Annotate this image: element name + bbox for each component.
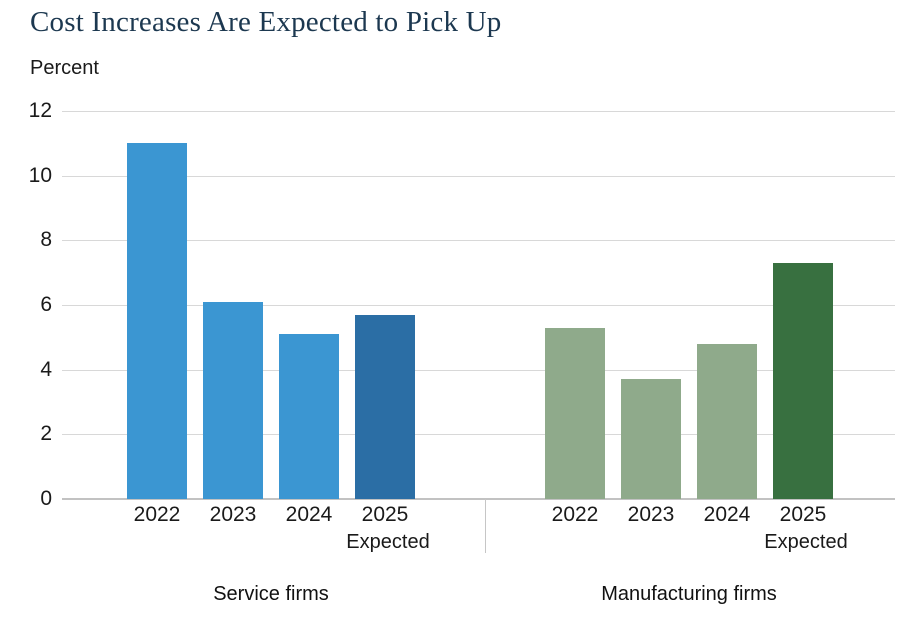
bar-service-2022 <box>127 143 187 499</box>
bar-service-2024 <box>279 334 339 499</box>
x-tick-label: 2022 <box>133 503 181 526</box>
chart-title: Cost Increases Are Expected to Pick Up <box>30 6 502 38</box>
bar-manufacturing-2022 <box>545 328 605 499</box>
group-divider <box>485 499 486 553</box>
bar-manufacturing-2025 <box>773 263 833 499</box>
y-tick-label: 2 <box>40 422 52 445</box>
x-tick-label: 2025 <box>361 503 409 526</box>
y-tick-label: 4 <box>40 358 52 381</box>
gridline <box>62 305 895 306</box>
x-tick-label: 2025 <box>779 503 827 526</box>
gridline <box>62 176 895 177</box>
gridline <box>62 111 895 112</box>
bar-manufacturing-2024 <box>697 344 757 499</box>
y-tick-label: 0 <box>40 487 52 510</box>
expected-note: Expected <box>346 531 430 553</box>
y-axis-unit-label: Percent <box>30 57 99 79</box>
x-tick-label: 2023 <box>209 503 257 526</box>
x-tick-label: 2024 <box>285 503 333 526</box>
y-tick-label: 8 <box>40 228 52 251</box>
group-label-service: Service firms <box>213 583 329 605</box>
gridline <box>62 370 895 371</box>
x-axis-baseline <box>62 498 895 500</box>
expected-note: Expected <box>764 531 848 553</box>
bar-manufacturing-2023 <box>621 379 681 499</box>
x-tick-label: 2022 <box>551 503 599 526</box>
y-tick-label: 12 <box>28 99 52 122</box>
gridline <box>62 434 895 435</box>
group-label-manufacturing: Manufacturing firms <box>601 583 777 605</box>
gridline <box>62 240 895 241</box>
x-tick-label: 2024 <box>703 503 751 526</box>
y-tick-label: 10 <box>28 164 52 187</box>
y-tick-label: 6 <box>40 293 52 316</box>
bar-service-2025 <box>355 315 415 499</box>
bar-service-2023 <box>203 302 263 499</box>
x-tick-label: 2023 <box>627 503 675 526</box>
